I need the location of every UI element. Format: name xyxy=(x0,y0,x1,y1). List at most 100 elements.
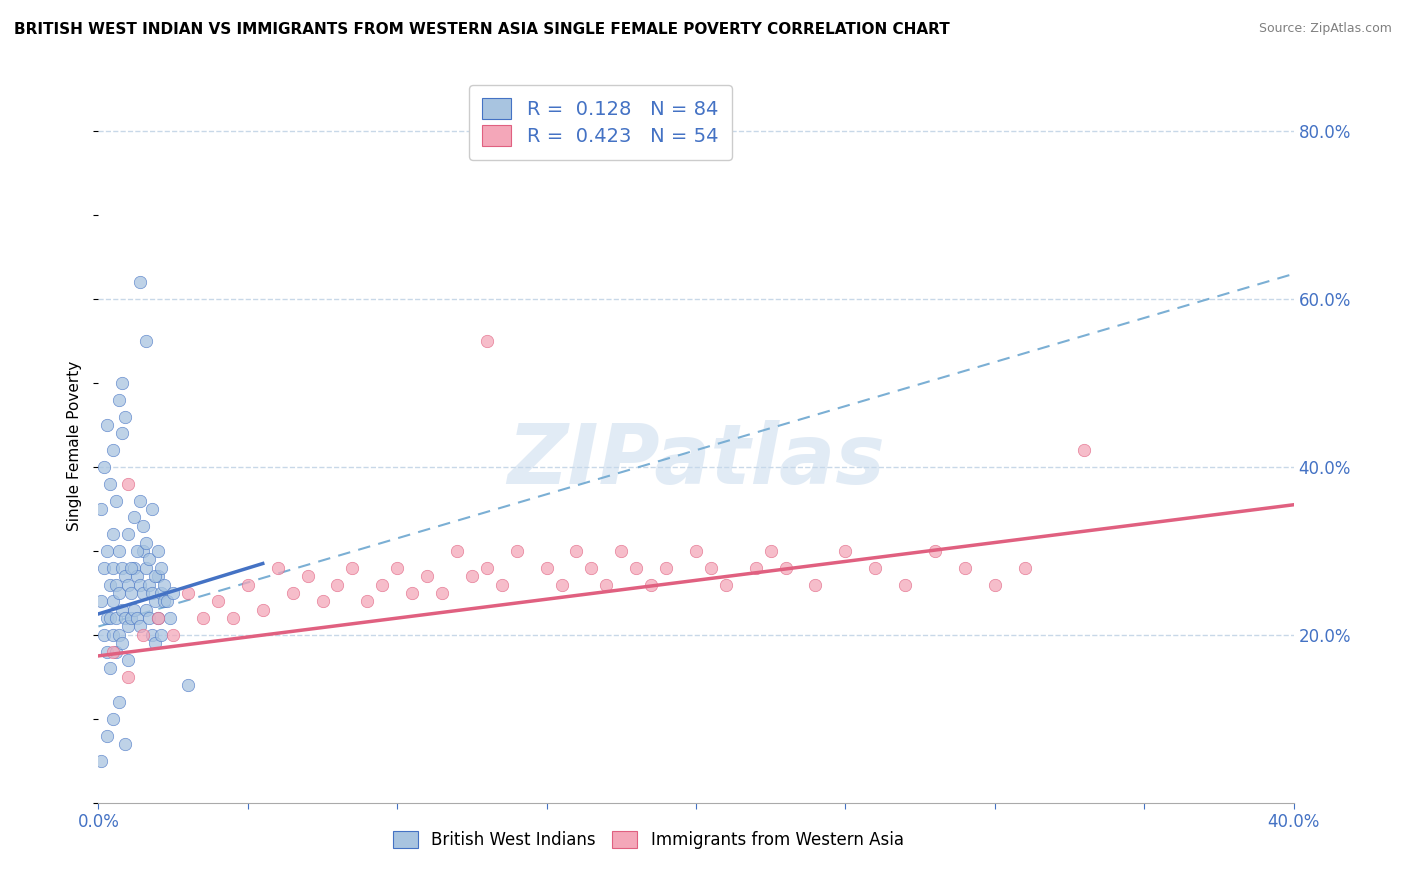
Point xyxy=(461,569,484,583)
Point xyxy=(143,594,166,608)
Point xyxy=(626,560,648,574)
Point xyxy=(156,594,179,608)
Y-axis label: Single Female Poverty: Single Female Poverty xyxy=(67,361,83,531)
Point xyxy=(117,619,139,633)
Point xyxy=(117,527,139,541)
Point xyxy=(111,426,134,441)
Point xyxy=(129,577,152,591)
Point xyxy=(117,670,139,684)
Point xyxy=(120,611,142,625)
Point xyxy=(96,729,118,743)
Text: Source: ZipAtlas.com: Source: ZipAtlas.com xyxy=(1258,22,1392,36)
Point xyxy=(105,493,128,508)
Point xyxy=(98,611,122,625)
Point xyxy=(401,586,423,600)
Point xyxy=(135,560,157,574)
Point xyxy=(138,611,160,625)
Point xyxy=(114,611,136,625)
Point xyxy=(700,560,723,574)
Point xyxy=(162,586,184,600)
Point xyxy=(207,594,229,608)
Legend: British West Indians, Immigrants from Western Asia: British West Indians, Immigrants from We… xyxy=(382,821,914,859)
Text: BRITISH WEST INDIAN VS IMMIGRANTS FROM WESTERN ASIA SINGLE FEMALE POVERTY CORREL: BRITISH WEST INDIAN VS IMMIGRANTS FROM W… xyxy=(14,22,950,37)
Point xyxy=(141,502,163,516)
Point xyxy=(595,577,617,591)
Point xyxy=(894,577,917,591)
Point xyxy=(127,611,149,625)
Point xyxy=(108,695,131,709)
Point xyxy=(865,560,887,574)
Point xyxy=(610,544,633,558)
Point xyxy=(143,636,166,650)
Point xyxy=(111,636,134,650)
Point xyxy=(311,594,333,608)
Point xyxy=(141,586,163,600)
Point xyxy=(120,586,142,600)
Point xyxy=(834,544,856,558)
Point xyxy=(640,577,662,591)
Point xyxy=(159,611,181,625)
Point xyxy=(984,577,1007,591)
Point xyxy=(143,569,166,583)
Point xyxy=(356,594,378,608)
Point xyxy=(117,476,139,491)
Point xyxy=(581,560,603,574)
Point xyxy=(475,560,498,574)
Point xyxy=(93,628,115,642)
Point xyxy=(132,518,155,533)
Point xyxy=(148,544,170,558)
Text: ZIPatlas: ZIPatlas xyxy=(508,420,884,500)
Point xyxy=(150,586,173,600)
Point xyxy=(120,560,142,574)
Point xyxy=(90,594,112,608)
Point xyxy=(108,392,131,407)
Point xyxy=(117,653,139,667)
Point xyxy=(135,603,157,617)
Point xyxy=(132,586,155,600)
Point xyxy=(536,560,558,574)
Point xyxy=(745,560,768,574)
Point xyxy=(129,493,152,508)
Point xyxy=(132,544,155,558)
Point xyxy=(111,603,134,617)
Point xyxy=(135,334,157,348)
Point xyxy=(326,577,349,591)
Point xyxy=(475,334,498,348)
Point xyxy=(153,594,176,608)
Point xyxy=(105,611,128,625)
Point xyxy=(93,560,115,574)
Point xyxy=(103,560,125,574)
Point xyxy=(111,376,134,390)
Point xyxy=(1014,560,1036,574)
Point xyxy=(236,577,259,591)
Point xyxy=(222,611,245,625)
Point xyxy=(93,460,115,475)
Point xyxy=(98,661,122,675)
Point xyxy=(124,603,146,617)
Point xyxy=(153,577,176,591)
Point xyxy=(491,577,513,591)
Point xyxy=(775,560,797,574)
Point xyxy=(127,569,149,583)
Point xyxy=(103,712,125,726)
Point xyxy=(162,628,184,642)
Point xyxy=(105,645,128,659)
Point xyxy=(96,645,118,659)
Point xyxy=(150,560,173,574)
Point xyxy=(108,544,131,558)
Point xyxy=(111,560,134,574)
Point xyxy=(685,544,707,558)
Point xyxy=(550,577,572,591)
Point xyxy=(297,569,319,583)
Point xyxy=(114,569,136,583)
Point xyxy=(117,577,139,591)
Point xyxy=(759,544,782,558)
Point xyxy=(103,443,125,458)
Point xyxy=(177,678,200,692)
Point xyxy=(105,577,128,591)
Point xyxy=(267,560,290,574)
Point xyxy=(506,544,529,558)
Point xyxy=(446,544,468,558)
Point xyxy=(138,552,160,566)
Point xyxy=(141,628,163,642)
